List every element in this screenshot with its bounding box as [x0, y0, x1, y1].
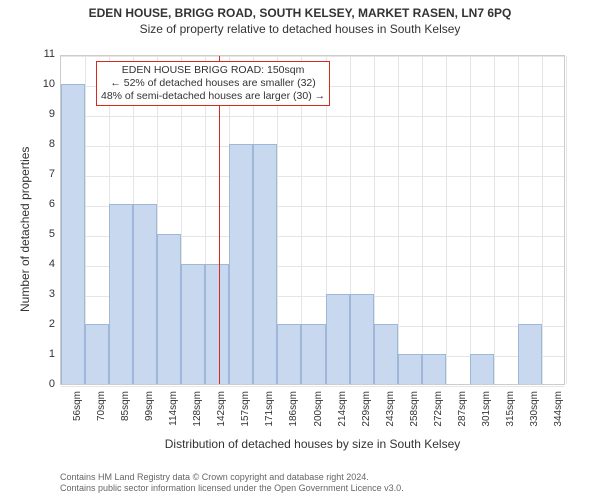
- x-tick-label: 287sqm: [457, 391, 468, 441]
- x-tick-label: 99sqm: [144, 391, 155, 441]
- y-tick-label: 7: [25, 168, 55, 180]
- x-tick-label: 330sqm: [529, 391, 540, 441]
- gridline-v: [542, 56, 543, 384]
- chart-title-line1: EDEN HOUSE, BRIGG ROAD, SOUTH KELSEY, MA…: [0, 0, 600, 20]
- footer-attribution: Contains HM Land Registry data © Crown c…: [60, 472, 404, 495]
- x-tick-label: 142sqm: [216, 391, 227, 441]
- x-tick-label: 315sqm: [505, 391, 516, 441]
- histogram-bar: [350, 294, 374, 384]
- x-tick-label: 171sqm: [264, 391, 275, 441]
- histogram-bar: [157, 234, 181, 384]
- gridline-h: [61, 116, 564, 117]
- gridline-v: [566, 56, 567, 384]
- x-tick-label: 258sqm: [409, 391, 420, 441]
- histogram-bar: [301, 324, 325, 384]
- x-tick-label: 56sqm: [72, 391, 83, 441]
- histogram-bar: [374, 324, 398, 384]
- gridline-h: [61, 56, 564, 57]
- y-tick-label: 5: [25, 228, 55, 240]
- histogram-bar: [326, 294, 350, 384]
- x-tick-label: 344sqm: [553, 391, 564, 441]
- x-tick-label: 200sqm: [313, 391, 324, 441]
- x-tick-label: 128sqm: [192, 391, 203, 441]
- gridline-v: [398, 56, 399, 384]
- x-tick-label: 301sqm: [481, 391, 492, 441]
- chart-title-line2: Size of property relative to detached ho…: [0, 20, 600, 36]
- y-tick-label: 4: [25, 258, 55, 270]
- chart-plot-area: EDEN HOUSE BRIGG ROAD: 150sqm ← 52% of d…: [60, 55, 565, 385]
- gridline-h: [61, 176, 564, 177]
- gridline-v: [422, 56, 423, 384]
- annotation-line3: 48% of semi-detached houses are larger (…: [101, 90, 325, 103]
- gridline-v: [446, 56, 447, 384]
- annotation-line2: ← 52% of detached houses are smaller (32…: [101, 77, 325, 90]
- gridline-v: [470, 56, 471, 384]
- histogram-bar: [61, 84, 85, 384]
- y-tick-label: 1: [25, 348, 55, 360]
- histogram-bar: [85, 324, 109, 384]
- y-tick-label: 2: [25, 318, 55, 330]
- footer-line1: Contains HM Land Registry data © Crown c…: [60, 472, 404, 483]
- histogram-bar: [253, 144, 277, 384]
- histogram-bar: [229, 144, 253, 384]
- y-tick-label: 6: [25, 198, 55, 210]
- histogram-bar: [422, 354, 446, 384]
- x-tick-label: 85sqm: [120, 391, 131, 441]
- footer-line2: Contains public sector information licen…: [60, 483, 404, 494]
- x-tick-label: 243sqm: [385, 391, 396, 441]
- histogram-bar: [398, 354, 422, 384]
- x-tick-label: 214sqm: [337, 391, 348, 441]
- x-tick-label: 70sqm: [96, 391, 107, 441]
- annotation-box: EDEN HOUSE BRIGG ROAD: 150sqm ← 52% of d…: [96, 61, 330, 106]
- y-tick-label: 3: [25, 288, 55, 300]
- x-tick-label: 114sqm: [168, 391, 179, 441]
- gridline-h: [61, 386, 564, 387]
- histogram-bar: [109, 204, 133, 384]
- histogram-bar: [470, 354, 494, 384]
- x-tick-label: 272sqm: [433, 391, 444, 441]
- gridline-v: [494, 56, 495, 384]
- root: { "title": { "line1": "EDEN HOUSE, BRIGG…: [0, 0, 600, 500]
- x-tick-label: 157sqm: [240, 391, 251, 441]
- y-tick-label: 9: [25, 108, 55, 120]
- annotation-line1: EDEN HOUSE BRIGG ROAD: 150sqm: [101, 64, 325, 77]
- histogram-bar: [277, 324, 301, 384]
- histogram-bar: [181, 264, 205, 384]
- x-tick-label: 186sqm: [288, 391, 299, 441]
- y-tick-label: 10: [25, 78, 55, 90]
- histogram-bar: [133, 204, 157, 384]
- histogram-bar: [205, 264, 229, 384]
- x-tick-label: 229sqm: [361, 391, 372, 441]
- y-tick-label: 11: [25, 48, 55, 60]
- histogram-bar: [518, 324, 542, 384]
- gridline-h: [61, 146, 564, 147]
- y-tick-label: 0: [25, 378, 55, 390]
- y-tick-label: 8: [25, 138, 55, 150]
